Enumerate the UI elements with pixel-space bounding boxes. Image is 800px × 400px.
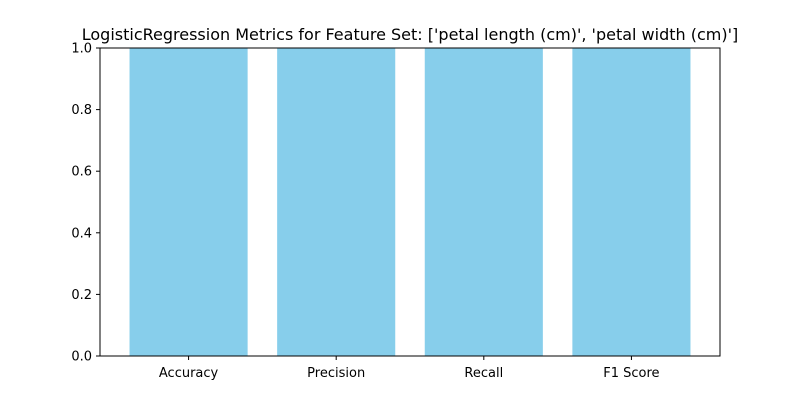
y-tick-label: 0.4	[71, 226, 92, 241]
plot-frame	[99, 47, 721, 357]
bar-f1-score	[572, 48, 691, 356]
bar-accuracy	[129, 48, 248, 356]
y-tick-label: 1.0	[71, 42, 92, 57]
x-tick-label: F1 Score	[603, 366, 659, 381]
bars-group	[129, 48, 691, 356]
y-tick-label: 0.0	[71, 350, 92, 365]
bar-recall	[424, 48, 543, 356]
y-axis: 0.0 0.2 0.4 0.6 0.8 1.0	[71, 42, 100, 365]
bar-precision	[277, 48, 396, 356]
x-tick-label: Accuracy	[159, 366, 219, 381]
y-tick-label: 0.2	[71, 288, 92, 303]
x-axis: Accuracy Precision Recall F1 Score	[159, 356, 660, 381]
y-tick-label: 0.6	[71, 165, 92, 180]
x-tick-label: Recall	[464, 366, 503, 381]
y-tick-label: 0.8	[71, 103, 92, 118]
chart-title: LogisticRegression Metrics for Feature S…	[82, 25, 739, 44]
x-tick-label: Precision	[307, 366, 365, 381]
